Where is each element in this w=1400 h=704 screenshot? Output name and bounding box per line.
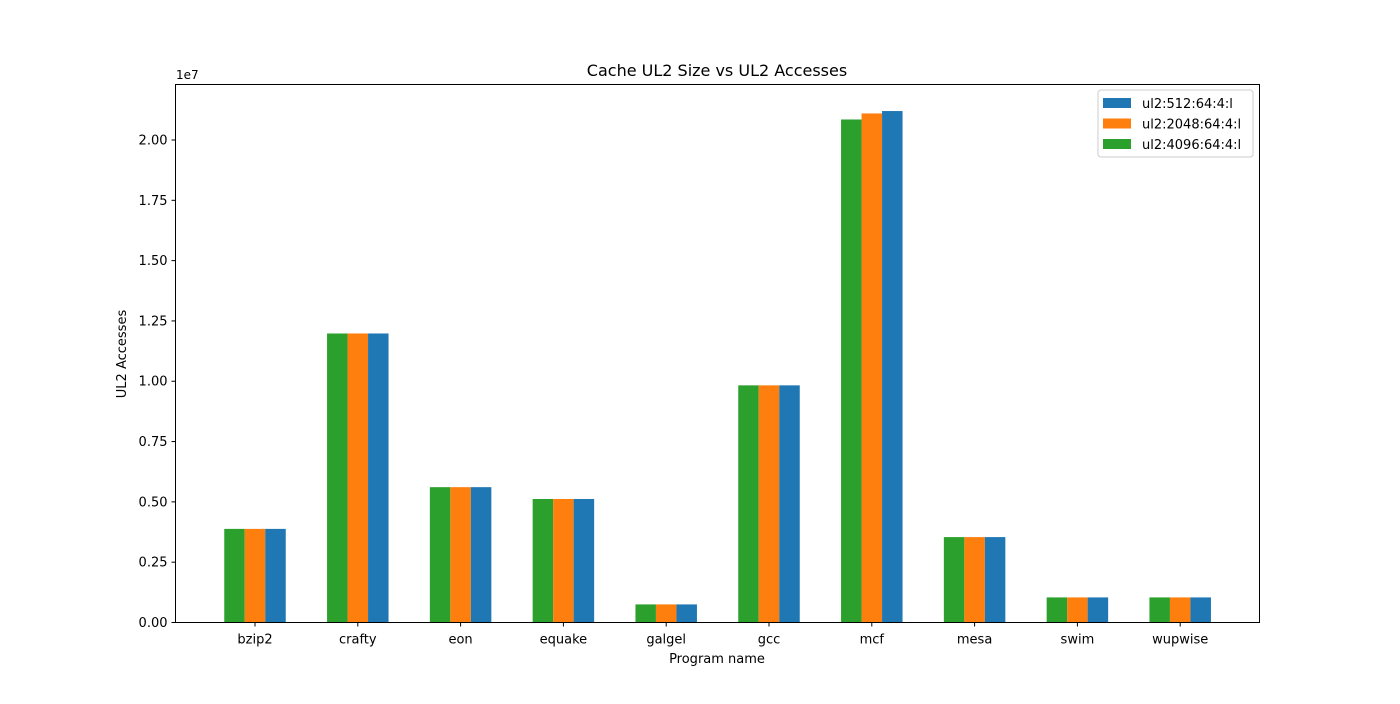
y-tick-label-3: 0.75 — [139, 435, 168, 450]
y-tick-label-7: 1.75 — [139, 194, 168, 209]
bar-mcf-ul2:4096:64:4:l — [841, 119, 862, 623]
bar-equake-ul2:4096:64:4:l — [532, 498, 554, 623]
bar-mesa-ul2:4096:64:4:l — [943, 537, 965, 623]
bar-swim-ul2:4096:64:4:l — [1046, 597, 1068, 623]
x-tick-label-eon: eon — [448, 633, 472, 648]
bar-eon-ul2:512:64:4:l — [470, 487, 492, 623]
x-tick-label-swim: swim — [1061, 633, 1095, 648]
x-tick-label-galgel: galgel — [646, 633, 686, 648]
y-tick-label-4: 1.00 — [139, 375, 168, 390]
bar-galgel-ul2:512:64:4:l — [676, 604, 697, 623]
bar-mesa-ul2:512:64:4:l — [984, 537, 1006, 623]
bar-mcf-ul2:512:64:4:l — [882, 111, 903, 623]
bar-bzip2-ul2:512:64:4:l — [265, 528, 286, 623]
bar-bzip2-ul2:4096:64:4:l — [224, 528, 245, 623]
bar-equake-ul2:512:64:4:l — [573, 498, 595, 623]
plot-frame — [175, 84, 1260, 623]
bar-equake-ul2:2048:64:4:l — [553, 498, 574, 623]
chart-title: Cache UL2 Size vs UL2 Accesses — [587, 61, 847, 80]
bar-wupwise-ul2:2048:64:4:l — [1169, 597, 1191, 623]
bar-mcf-ul2:2048:64:4:l — [861, 113, 883, 623]
legend-box — [1097, 89, 1254, 158]
y-tick-label-8: 2.00 — [139, 133, 168, 148]
bar-swim-ul2:512:64:4:l — [1087, 597, 1109, 623]
x-tick-label-crafty: crafty — [339, 633, 377, 648]
x-tick-label-mesa: mesa — [957, 633, 992, 648]
x-tick-label-wupwise: wupwise — [1152, 633, 1208, 648]
bar-swim-ul2:2048:64:4:l — [1067, 597, 1088, 623]
y-offset-label: 1e7 — [176, 68, 199, 82]
ticks-layer: bzip2 crafty eon equake galgel gcc mcf mesa swim… — [139, 133, 1209, 647]
x-tick-label-equake: equake — [540, 633, 588, 648]
bar-galgel-ul2:4096:64:4:l — [635, 604, 656, 623]
legend: ul2:512:64:4:l ul2:2048:64:4:l ul2:4096:64… — [1097, 89, 1254, 158]
legend-label-ul2:4096:64:4:l: ul2:4096:64:4:l — [1142, 138, 1241, 153]
y-tick-label-5: 1.25 — [139, 314, 168, 329]
x-axis-label: Program name — [669, 652, 765, 667]
bar-crafty-ul2:4096:64:4:l — [327, 333, 348, 623]
y-tick-label-1: 0.25 — [139, 556, 168, 571]
y-axis-label: UL2 Accesses — [115, 310, 130, 399]
bar-bzip2-ul2:2048:64:4:l — [244, 528, 266, 623]
legend-label-ul2:2048:64:4:l: ul2:2048:64:4:l — [1142, 118, 1241, 133]
bar-eon-ul2:4096:64:4:l — [429, 487, 451, 623]
bar-mesa-ul2:2048:64:4:l — [964, 537, 985, 623]
bar-gcc-ul2:2048:64:4:l — [758, 385, 780, 623]
legend-label-ul2:512:64:4:l: ul2:512:64:4:l — [1142, 97, 1233, 112]
legend-swatch-ul2:4096:64:4:l — [1103, 139, 1131, 149]
x-tick-label-mcf: mcf — [860, 633, 885, 648]
bar-gcc-ul2:4096:64:4:l — [738, 385, 759, 623]
bar-crafty-ul2:2048:64:4:l — [347, 333, 369, 623]
bar-galgel-ul2:2048:64:4:l — [655, 604, 677, 623]
y-tick-label-6: 1.50 — [139, 254, 168, 269]
bar-crafty-ul2:512:64:4:l — [368, 333, 389, 623]
legend-swatch-ul2:512:64:4:l — [1103, 98, 1131, 108]
x-tick-label-gcc: gcc — [758, 633, 781, 648]
x-tick-label-bzip2: bzip2 — [237, 633, 272, 648]
legend-swatch-ul2:2048:64:4:l — [1103, 118, 1131, 129]
bars-layer — [224, 111, 1211, 623]
bar-gcc-ul2:512:64:4:l — [779, 385, 800, 623]
y-tick-label-0: 0.00 — [139, 616, 168, 631]
bar-eon-ul2:2048:64:4:l — [450, 487, 471, 623]
y-tick-label-2: 0.50 — [139, 495, 168, 510]
bar-wupwise-ul2:4096:64:4:l — [1149, 597, 1170, 623]
bar-wupwise-ul2:512:64:4:l — [1190, 597, 1211, 623]
